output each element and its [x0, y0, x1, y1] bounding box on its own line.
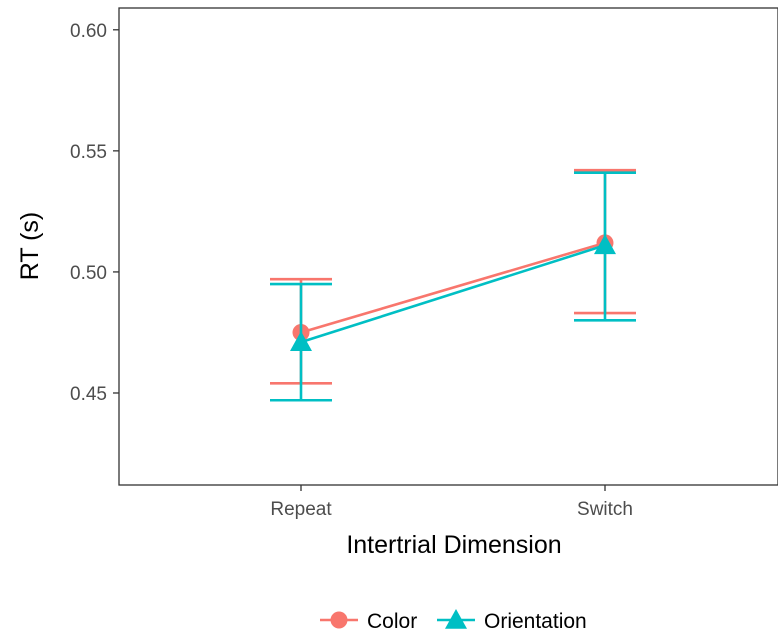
x-axis: Repeat Switch — [270, 485, 633, 520]
x-tick-label: Repeat — [270, 499, 332, 520]
legend-key-circle — [330, 611, 348, 629]
y-axis: 0.45 0.50 0.55 0.60 — [70, 21, 119, 405]
legend-label: Orientation — [484, 610, 587, 633]
legend-key-triangle — [445, 609, 467, 629]
series-layer — [270, 168, 636, 402]
y-tick-label: 0.45 — [70, 384, 107, 405]
y-axis-title: RT (s) — [16, 212, 44, 281]
y-tick-label: 0.60 — [70, 21, 107, 42]
plot-panel — [118, 7, 778, 486]
x-axis-title: Intertrial Dimension — [346, 531, 561, 559]
legend-label: Color — [367, 610, 417, 633]
series-orientation — [270, 171, 636, 402]
x-tick-label: Switch — [577, 499, 633, 520]
y-tick-label: 0.55 — [70, 142, 107, 163]
orientation-point — [290, 331, 312, 351]
color-line — [300, 241, 606, 334]
y-tick-label: 0.50 — [70, 263, 107, 284]
orientation-line — [300, 244, 606, 344]
orientation-point — [594, 234, 616, 255]
legend: Color Orientation — [320, 609, 587, 633]
legend-item-orientation: Orientation — [437, 609, 587, 633]
legend-item-color: Color — [320, 610, 417, 633]
